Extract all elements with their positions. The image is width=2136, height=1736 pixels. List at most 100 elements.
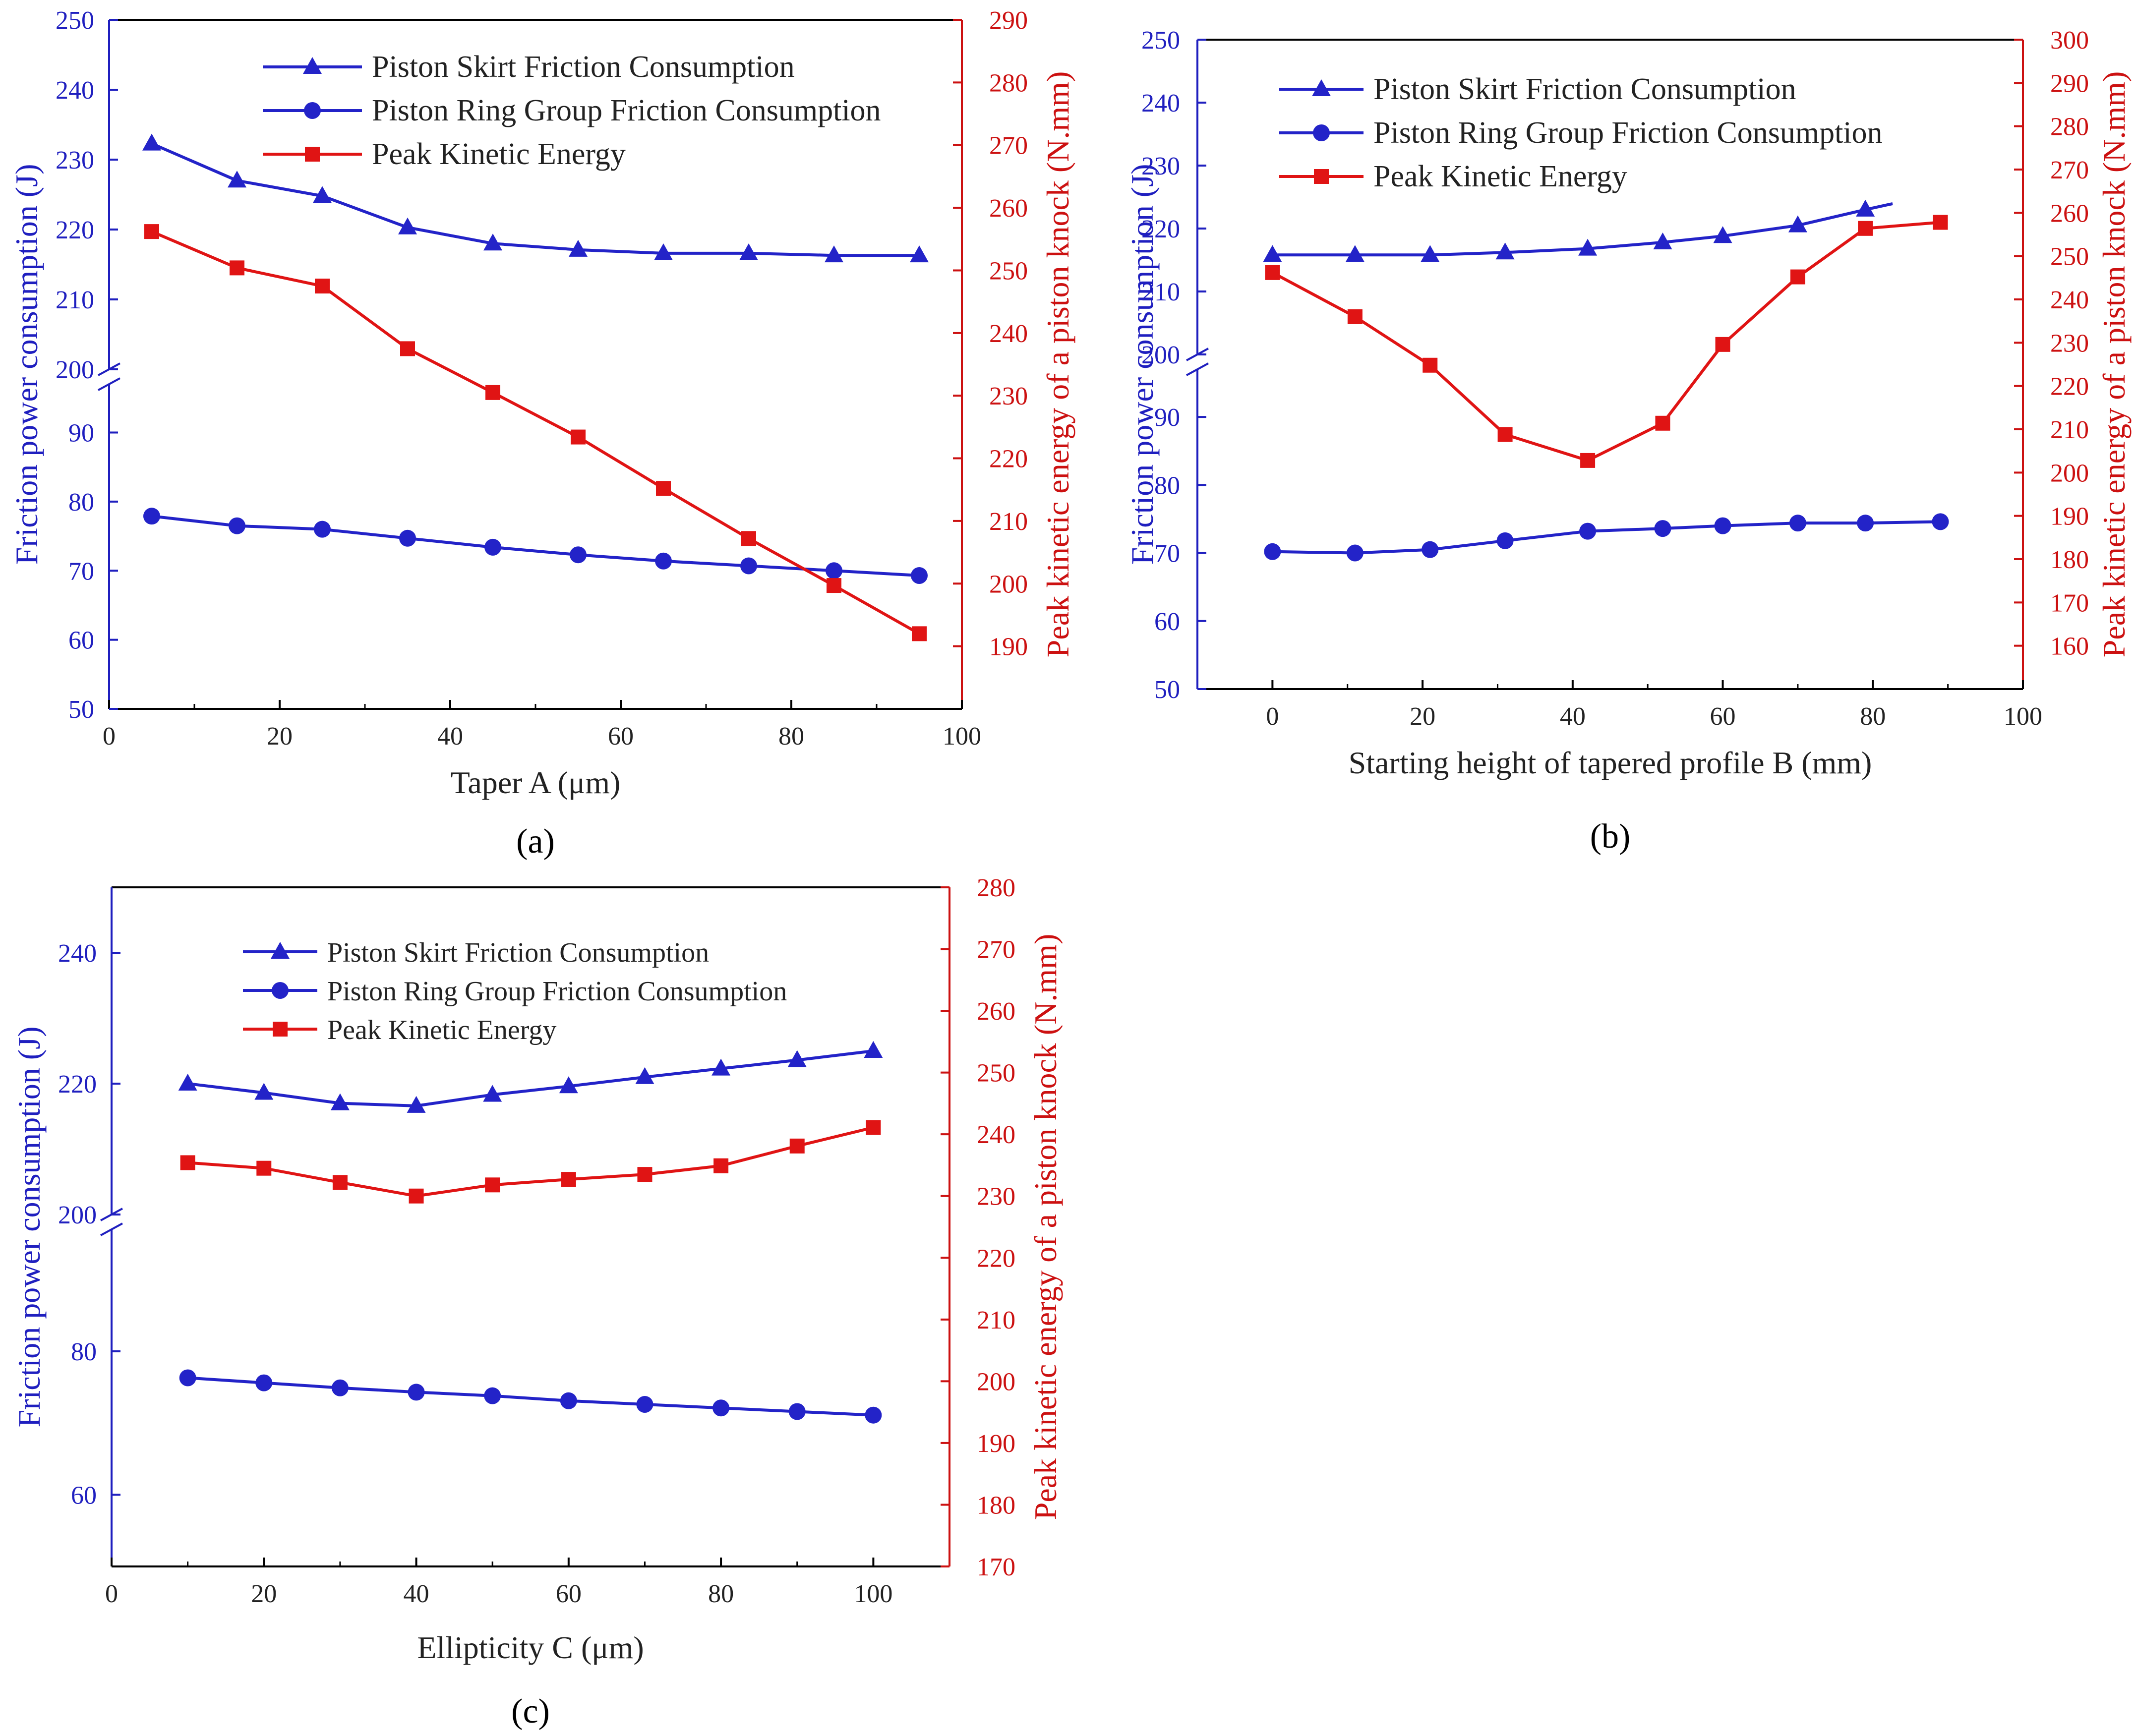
- square-marker: [256, 1160, 272, 1176]
- triangle-marker: [1578, 238, 1598, 256]
- x-tick-label: 100: [2004, 702, 2042, 731]
- triangle-marker: [1713, 226, 1732, 243]
- square-marker: [1790, 269, 1805, 285]
- triangle-marker: [228, 171, 246, 188]
- circle-marker: [1264, 543, 1281, 560]
- series-line: [1271, 221, 1941, 463]
- square-marker: [144, 224, 159, 239]
- axis-break-mark: [1186, 362, 1209, 376]
- square-marker: [180, 1155, 195, 1170]
- triangle-marker: [739, 243, 758, 260]
- y-right-tick-label: 260: [2050, 199, 2089, 228]
- square-marker: [1314, 169, 1329, 184]
- square-marker: [1655, 415, 1670, 431]
- triangle-marker: [303, 57, 322, 74]
- circle-marker: [788, 1403, 806, 1420]
- y-right-tick-label: 170: [2050, 589, 2089, 617]
- triangle-marker: [142, 133, 161, 151]
- circle-marker: [865, 1406, 882, 1424]
- y-right-tick-label: 280: [2050, 113, 2089, 141]
- y-right-tick-label: 230: [977, 1183, 1015, 1211]
- triangle-marker: [825, 245, 843, 263]
- y-right-tick-label: 200: [977, 1368, 1015, 1396]
- y-left-tick-label: 60: [1154, 608, 1180, 636]
- series-piston-skirt-friction-consumption: [1263, 199, 1893, 262]
- square-marker: [866, 1120, 881, 1135]
- y-right-tick-label: 240: [2050, 286, 2089, 314]
- y-left-tick-label: 80: [68, 488, 94, 517]
- y-left-tick-label: 240: [58, 939, 97, 968]
- square-marker: [789, 1138, 805, 1154]
- circle-marker: [179, 1369, 196, 1387]
- square-marker: [485, 1177, 500, 1193]
- square-marker: [485, 385, 500, 400]
- y-left-tick-label: 230: [1141, 152, 1180, 180]
- x-axis-label: Ellipticity C (μm): [417, 1630, 644, 1665]
- square-marker: [827, 578, 841, 593]
- triangle-marker: [330, 1093, 350, 1110]
- triangle-marker: [559, 1076, 578, 1094]
- series-peak-kinetic-energy: [1265, 215, 1948, 468]
- y-right-tick-label: 190: [2050, 503, 2089, 531]
- series-line: [187, 1376, 874, 1417]
- triangle-marker: [787, 1050, 807, 1067]
- series-piston-ring-group-friction-consumption: [143, 508, 928, 584]
- y-right-tick-label: 190: [977, 1430, 1015, 1458]
- circle-marker: [712, 1399, 730, 1417]
- y-right-tick-label: 250: [2050, 243, 2089, 271]
- x-tick-label: 20: [1410, 702, 1435, 731]
- circle-marker: [636, 1396, 653, 1413]
- x-tick-label: 100: [943, 722, 981, 751]
- circle-marker: [1789, 515, 1806, 532]
- x-tick-label: 0: [105, 1580, 118, 1608]
- circle-marker: [272, 982, 289, 999]
- square-marker: [315, 279, 330, 294]
- y-left-tick-label: 60: [71, 1481, 97, 1509]
- circle-marker: [1346, 544, 1364, 562]
- circle-marker: [484, 1387, 501, 1404]
- y-right-tick-label: 230: [2050, 329, 2089, 357]
- y-right-tick-label: 270: [2050, 156, 2089, 184]
- triangle-marker: [635, 1067, 654, 1084]
- circle-marker: [314, 521, 331, 538]
- series-line: [151, 142, 919, 257]
- circle-marker: [484, 538, 501, 556]
- legend-entry: Piston Skirt Friction Consumption: [1373, 72, 1796, 106]
- square-marker: [1265, 265, 1280, 280]
- y-left-tick-label: 240: [56, 76, 94, 105]
- legend-entry: Piston Skirt Friction Consumption: [327, 937, 709, 968]
- triangle-marker: [1856, 199, 1875, 217]
- triangle-marker: [864, 1041, 883, 1058]
- y-right-tick-label: 230: [989, 382, 1028, 410]
- y-left-tick-label: 200: [56, 356, 94, 384]
- y-left-tick-label: 90: [1154, 404, 1180, 432]
- y-right-tick-label: 290: [989, 6, 1028, 35]
- circle-marker: [1654, 520, 1671, 537]
- series-line: [187, 1049, 874, 1107]
- square-marker: [1347, 309, 1363, 324]
- x-tick-label: 60: [1710, 702, 1736, 731]
- panel-label: (c): [511, 1692, 550, 1731]
- y-left-tick-label: 250: [56, 6, 94, 35]
- y-right-tick-label: 240: [977, 1121, 1015, 1149]
- y-left-tick-label: 250: [1141, 26, 1180, 55]
- x-axis-label: Starting height of tapered profile B (mm…: [1349, 745, 1872, 780]
- square-marker: [305, 147, 320, 162]
- y-left-tick-label: 50: [68, 695, 94, 724]
- x-tick-label: 40: [1560, 702, 1586, 731]
- y-right-tick-label: 160: [2050, 633, 2089, 661]
- square-marker: [656, 481, 671, 496]
- legend-entry: Peak Kinetic Energy: [372, 137, 626, 171]
- square-marker: [561, 1172, 576, 1187]
- y-right-tick-label: 220: [2050, 373, 2089, 401]
- legend-entry: Piston Skirt Friction Consumption: [372, 50, 795, 84]
- triangle-marker: [654, 243, 673, 260]
- square-marker: [1715, 337, 1730, 352]
- y-left-axis-label: Friction power consumption (J): [9, 164, 44, 565]
- panel-label: (b): [1590, 817, 1631, 856]
- y-right-tick-label: 240: [989, 320, 1028, 348]
- circle-marker: [229, 517, 245, 534]
- square-marker: [713, 1158, 729, 1173]
- circle-marker: [911, 567, 928, 584]
